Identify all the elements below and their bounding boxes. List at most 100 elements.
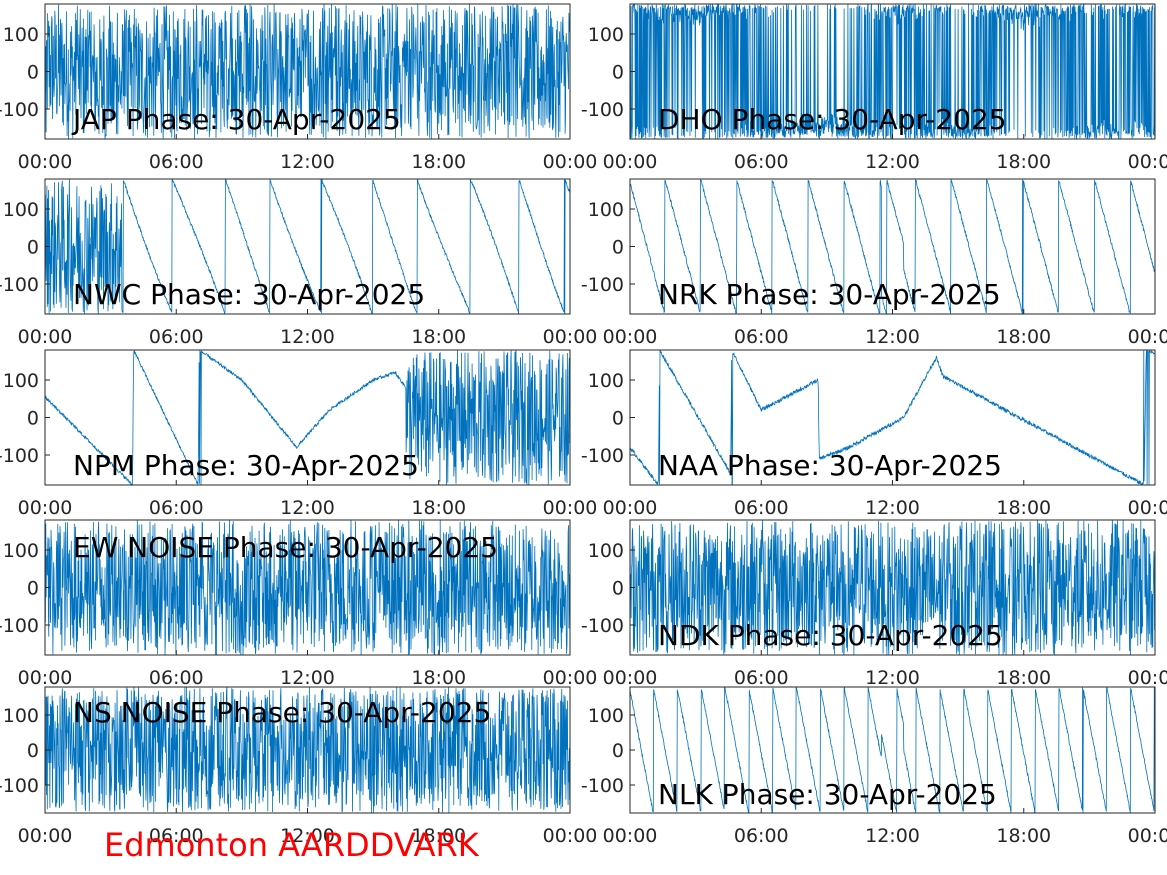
y-tick-label: -100 (581, 274, 624, 296)
y-tick-label: -100 (581, 615, 624, 637)
phase-series-line (630, 687, 1155, 813)
x-tick-label: 18:00 (411, 667, 466, 689)
phase-series-line (45, 687, 570, 813)
station-label: Edmonton AARDDVARK (104, 826, 479, 864)
y-tick-label: 0 (612, 237, 624, 259)
x-tick-label: 06:00 (149, 151, 204, 173)
phase-series-line (45, 4, 570, 139)
x-tick-label: 18:00 (996, 151, 1051, 173)
x-tick-label: 12:00 (865, 326, 920, 348)
x-tick-label: 00:00 (18, 497, 73, 519)
phase-series-line (630, 350, 1155, 485)
y-tick-label: -100 (0, 615, 39, 637)
y-tick-label: 100 (588, 705, 624, 727)
y-tick-label: 0 (612, 408, 624, 430)
x-tick-label: 00:00 (18, 825, 73, 847)
phase-series-line (630, 520, 1155, 655)
x-tick-label: 00:00 (1128, 667, 1167, 689)
x-tick-label: 18:00 (411, 825, 466, 847)
x-tick-label: 06:00 (149, 497, 204, 519)
x-tick-label: 00:00 (18, 151, 73, 173)
phase-series-line (45, 520, 570, 655)
x-tick-label: 06:00 (149, 825, 204, 847)
x-tick-label: 00:00 (543, 667, 598, 689)
y-tick-label: -100 (0, 775, 39, 797)
subplot-6: -100 0 100 00:00 06:00 12:00 18:00 00:00 EW NOIS… (0, 519, 598, 689)
x-tick-label: 06:00 (734, 667, 789, 689)
y-tick-label: 0 (27, 408, 39, 430)
phase-series-line (630, 179, 1155, 314)
x-tick-label: 00:00 (543, 825, 598, 847)
x-tick-label: 12:00 (280, 825, 335, 847)
y-tick-label: 0 (27, 62, 39, 84)
y-tick-label: -100 (581, 445, 624, 467)
subplot-title: DHO Phase: 30-Apr-2025 (658, 103, 1007, 136)
subplot-title: NS NOISE Phase: 30-Apr-2025 (73, 696, 491, 729)
x-tick-label: 12:00 (280, 326, 335, 348)
x-tick-label: 00:00 (603, 825, 658, 847)
y-tick-label: 100 (588, 370, 624, 392)
x-tick-label: 00:00 (603, 497, 658, 519)
y-tick-label: 100 (3, 370, 39, 392)
x-tick-label: 18:00 (411, 326, 466, 348)
subplot-0: -100 0 100 00:00 06:00 12:00 18:00 00:00 JAP Pha… (0, 3, 597, 173)
y-tick-label: -100 (0, 445, 39, 467)
y-tick-label: 100 (588, 540, 624, 562)
x-tick-label: 18:00 (411, 151, 466, 173)
y-tick-label: -100 (0, 274, 39, 296)
x-tick-label: 00:00 (1128, 326, 1167, 348)
x-tick-label: 18:00 (996, 497, 1051, 519)
x-tick-label: 12:00 (280, 151, 335, 173)
subplot-title: NRK Phase: 30-Apr-2025 (658, 278, 1001, 311)
y-tick-label: 0 (27, 740, 39, 762)
x-tick-label: 00:00 (1128, 825, 1167, 847)
y-tick-label: -100 (581, 99, 624, 121)
y-tick-label: 100 (3, 24, 39, 46)
x-tick-label: 18:00 (411, 497, 466, 519)
y-tick-label: 0 (27, 578, 39, 600)
y-tick-label: -100 (0, 99, 39, 121)
y-tick-label: 0 (27, 237, 39, 259)
y-tick-label: 100 (3, 199, 39, 221)
x-tick-label: 00:00 (603, 326, 658, 348)
x-tick-label: 00:00 (543, 326, 598, 348)
x-tick-label: 18:00 (996, 825, 1051, 847)
x-tick-label: 06:00 (734, 326, 789, 348)
x-tick-label: 00:00 (603, 151, 658, 173)
x-tick-label: 12:00 (865, 497, 920, 519)
x-tick-label: 06:00 (149, 326, 204, 348)
subplot-title: NWC Phase: 30-Apr-2025 (73, 278, 425, 311)
x-tick-label: 18:00 (996, 667, 1051, 689)
x-tick-label: 06:00 (734, 151, 789, 173)
y-tick-label: 100 (3, 540, 39, 562)
y-tick-label: 0 (612, 578, 624, 600)
phase-series-line (45, 179, 570, 314)
subplot-8: -100 0 100 00:00 06:00 12:00 18:00 00:00 NS NOIS… (0, 686, 598, 847)
subplot-title: EW NOISE Phase: 30-Apr-2025 (73, 531, 498, 564)
x-tick-label: 18:00 (996, 326, 1051, 348)
x-tick-label: 12:00 (865, 825, 920, 847)
x-tick-label: 06:00 (734, 825, 789, 847)
y-tick-label: 0 (612, 740, 624, 762)
subplot-title: NLK Phase: 30-Apr-2025 (658, 778, 997, 811)
x-tick-label: 06:00 (149, 667, 204, 689)
x-tick-label: 00:00 (1128, 151, 1167, 173)
x-tick-label: 12:00 (865, 667, 920, 689)
x-tick-label: 00:00 (18, 667, 73, 689)
y-tick-label: -100 (581, 775, 624, 797)
phase-series-line (45, 350, 570, 485)
subplot-title: NDK Phase: 30-Apr-2025 (658, 619, 1003, 652)
y-tick-label: 0 (612, 62, 624, 84)
x-tick-label: 12:00 (280, 667, 335, 689)
subplot-title: NPM Phase: 30-Apr-2025 (73, 449, 419, 482)
y-tick-label: 100 (588, 199, 624, 221)
y-tick-label: 100 (3, 705, 39, 727)
x-tick-label: 06:00 (734, 497, 789, 519)
x-tick-label: 00:00 (1128, 497, 1167, 519)
